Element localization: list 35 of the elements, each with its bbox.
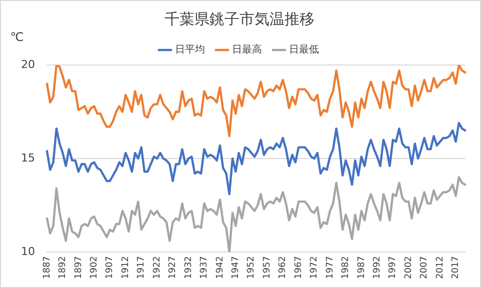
x-tick-label: 2012 xyxy=(435,256,446,279)
y-tick-label: 20 xyxy=(20,58,35,71)
x-tick-label: 1912 xyxy=(120,256,131,279)
x-tick-label: 1967 xyxy=(294,256,304,279)
x-tick-label: 1917 xyxy=(136,256,147,279)
x-tick-label: 1947 xyxy=(231,256,242,279)
x-tick-label: 2017 xyxy=(451,256,462,279)
x-tick-label: 1987 xyxy=(356,256,367,279)
x-tick-label: 1902 xyxy=(90,256,100,279)
y-tick-label: 15 xyxy=(20,151,35,164)
x-tick-label: 1892 xyxy=(58,256,68,279)
x-tick-label: 1887 xyxy=(42,256,52,279)
x-tick-label: 1972 xyxy=(310,256,320,279)
x-tick-label: 1977 xyxy=(325,256,336,279)
x-tick-label: 1937 xyxy=(200,256,210,279)
x-tick-label: 1992 xyxy=(372,256,382,279)
x-tick-label: 1952 xyxy=(246,256,257,279)
y-tick-label: 10 xyxy=(20,244,35,258)
x-tick-label: 1922 xyxy=(152,256,162,279)
x-tick-label: 1907 xyxy=(105,256,116,279)
x-tick-label: 1962 xyxy=(278,256,288,279)
chart-title: 千葉県銚子市気温推移 xyxy=(164,10,314,28)
x-tick-label: 1897 xyxy=(74,256,84,279)
x-tick-label: 1932 xyxy=(184,256,194,279)
x-tick-label: 1942 xyxy=(215,256,226,279)
legend-label: 日最低 xyxy=(289,44,319,56)
x-tick-label: 1957 xyxy=(262,256,272,279)
x-tick-label: 2002 xyxy=(404,256,414,279)
legend-label: 日最高 xyxy=(232,44,262,56)
x-tick-label: 1997 xyxy=(388,256,398,279)
x-tick-label: 1982 xyxy=(341,256,352,279)
x-tick-label: 1927 xyxy=(168,256,178,279)
legend-label: 日平均 xyxy=(175,44,205,56)
x-tick-label: 2007 xyxy=(420,256,430,279)
y-axis-title: ℃ xyxy=(10,30,24,44)
